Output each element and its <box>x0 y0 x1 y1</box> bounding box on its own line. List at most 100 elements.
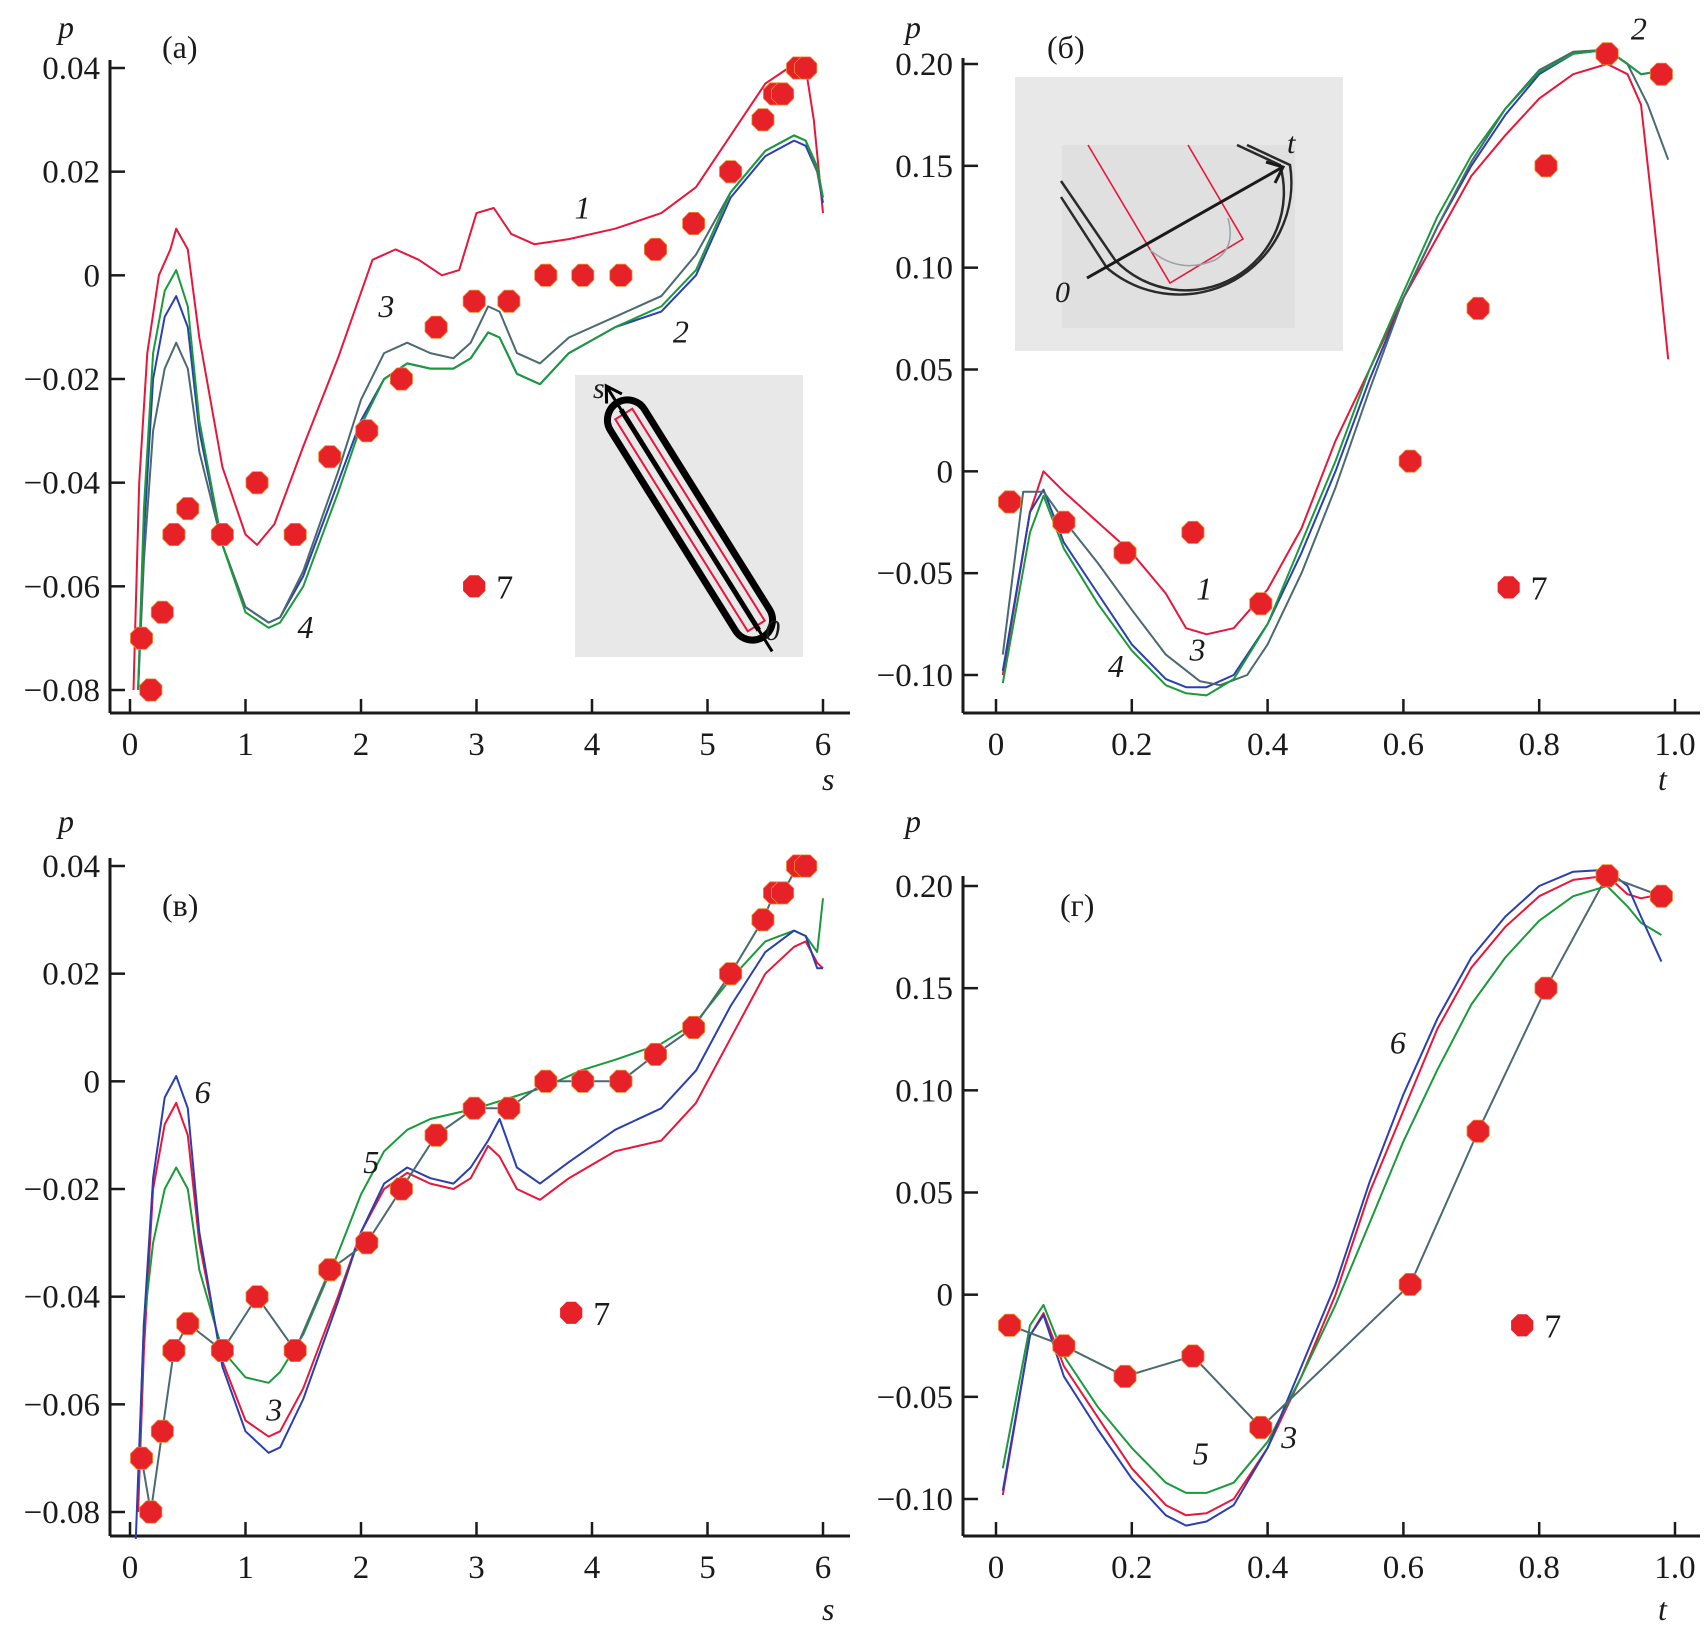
experiment-point <box>283 523 307 546</box>
y-tick-label: 0.02 <box>42 957 100 993</box>
experiment-point <box>534 263 558 287</box>
y-tick-label: 0.20 <box>895 869 953 905</box>
experiment-point <box>162 1339 186 1362</box>
experiment-point <box>534 1069 558 1093</box>
curve-label: 3 <box>265 1391 282 1427</box>
experiment-point <box>682 211 706 236</box>
y-tick-label: −0.04 <box>24 466 100 502</box>
y-tick-label: 0.05 <box>895 1176 953 1212</box>
y-tick-label: −0.06 <box>24 1387 100 1423</box>
y-tick-label: 0.04 <box>42 849 100 885</box>
experiment-point <box>245 471 269 495</box>
experiment-point <box>355 1231 379 1255</box>
experiment-point <box>210 1339 234 1362</box>
experiment-point <box>771 82 795 106</box>
panel-d: 0.20 0.15 0.10 0.05 0 −0.05 −0.10 0 0.2 0.4 0.6 0.8… <box>877 803 1700 1627</box>
x-tick-label: 0.4 <box>1247 727 1288 763</box>
y-axis-label: p <box>903 803 921 839</box>
experiment-point <box>571 263 595 287</box>
experiment-point <box>1249 1416 1273 1439</box>
experiment-point <box>462 289 486 313</box>
series-line-4 <box>137 134 824 691</box>
experiment-point <box>1649 884 1673 908</box>
series-line-3 <box>137 134 824 691</box>
panel-label: (г) <box>1060 887 1094 923</box>
experiment-connector-line <box>1009 874 1662 1429</box>
curve-label: 6 <box>1390 1025 1406 1061</box>
legend-marker <box>560 1301 583 1324</box>
inset-s-axis-label: s <box>593 372 605 405</box>
x-tick-label: 3 <box>468 727 485 763</box>
experiment-point <box>176 497 200 521</box>
y-tick-label: 0.05 <box>895 353 953 389</box>
experiment-point <box>998 1313 1022 1337</box>
experiment-point <box>1534 154 1558 178</box>
experiment-point <box>794 854 818 878</box>
y-axis-label: p <box>903 9 921 45</box>
experiment-point <box>1052 510 1076 534</box>
experiment-point <box>283 1339 307 1362</box>
x-tick-label: 0.4 <box>1247 1550 1288 1586</box>
y-tick-label: 0.10 <box>895 1073 953 1109</box>
y-tick-label: −0.02 <box>24 362 100 398</box>
experiment-connector-line <box>140 865 806 1513</box>
experiment-point <box>150 600 174 624</box>
legend-label: 7 <box>496 569 513 606</box>
legend-label: 7 <box>593 1296 610 1333</box>
curve-label: 5 <box>363 1144 379 1180</box>
y-tick-label: −0.10 <box>877 1482 953 1518</box>
x-axis-label: s <box>822 1591 834 1627</box>
experiment-point <box>318 1258 342 1282</box>
panel-a: 0.040.020−0.02−0.04−0.06−0.080 1 2 3 4 5 6sp(а… <box>24 9 850 797</box>
x-tick-label: 5 <box>699 1550 716 1586</box>
experiment-point <box>719 160 743 184</box>
y-tick-label: 0.15 <box>895 971 953 1007</box>
experiment-point <box>1113 541 1137 565</box>
experiment-point <box>1181 1344 1205 1368</box>
series-line-3 <box>1001 874 1662 1517</box>
y-tick-label: −0.08 <box>24 673 100 709</box>
curve-label: 3 <box>377 288 394 324</box>
experiment-point <box>751 908 775 932</box>
experiment-point <box>719 962 743 986</box>
legend-marker <box>1511 1314 1534 1337</box>
experiment-point <box>998 490 1022 514</box>
experiment-point <box>462 1096 486 1120</box>
inset-origin-label: 0 <box>765 614 780 647</box>
experiment-point <box>389 367 413 391</box>
y-tick-label: −0.05 <box>877 1380 953 1416</box>
experiment-point <box>609 1069 633 1093</box>
x-tick-label: 2 <box>353 727 370 763</box>
experiment-point <box>794 56 818 80</box>
experiment-point <box>1398 449 1422 473</box>
series-line-3 <box>137 940 824 1513</box>
experiment-point <box>497 1096 521 1120</box>
experiment-point <box>139 678 163 702</box>
series-line-5 <box>137 898 824 1486</box>
inset-t-axis-label: t <box>1287 127 1296 160</box>
y-axis-label: p <box>56 9 74 45</box>
y-tick-label: 0.10 <box>895 251 953 287</box>
legend-label: 7 <box>1531 570 1548 607</box>
experiment-point <box>210 523 234 546</box>
y-tick-label: 0 <box>84 1064 101 1100</box>
y-tick-label: 0.20 <box>895 47 953 83</box>
curve-label: 3 <box>1280 1419 1297 1455</box>
experiment-point <box>1398 1273 1422 1296</box>
x-tick-label: 0.8 <box>1519 1550 1560 1586</box>
series-line-4 <box>1001 48 1655 697</box>
curve-label: 1 <box>1196 571 1212 607</box>
x-tick-label: 5 <box>699 727 716 763</box>
experiment-point <box>389 1177 413 1201</box>
panel-label: (а) <box>162 29 198 65</box>
x-axis-label: t <box>1658 761 1668 797</box>
y-tick-label: −0.06 <box>24 569 100 605</box>
experiment-point <box>644 1042 667 1066</box>
y-tick-label: 0.15 <box>895 149 953 185</box>
experiment-point <box>162 523 186 546</box>
experiment-point <box>1534 976 1558 1000</box>
inset-inner-panel <box>1062 145 1295 328</box>
curve-label: 3 <box>1189 632 1206 668</box>
x-tick-label: 6 <box>815 1550 832 1586</box>
